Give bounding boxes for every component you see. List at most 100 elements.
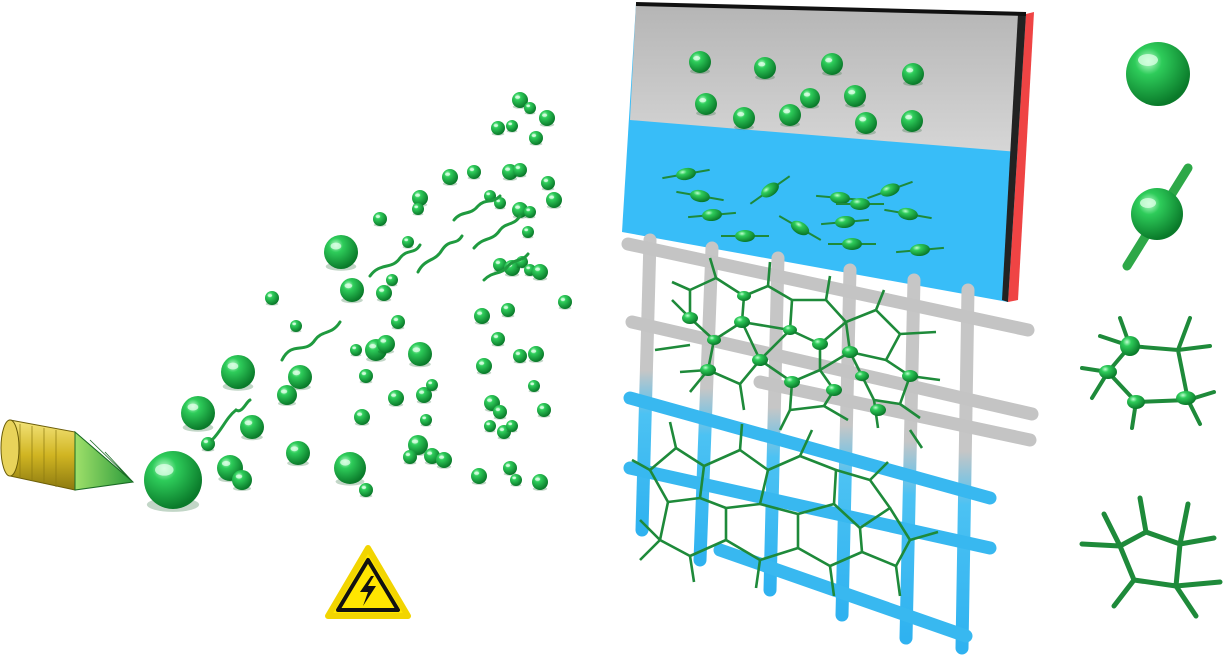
spray-particle — [493, 405, 507, 420]
spray-particle — [181, 396, 215, 432]
spray-particle — [277, 385, 297, 406]
network-node — [784, 376, 800, 388]
network-node — [737, 291, 751, 301]
collector-plate — [622, 2, 1034, 302]
network-node — [783, 325, 797, 335]
spray-particle — [290, 320, 302, 333]
spray-particle — [373, 212, 387, 227]
collector-particle — [855, 112, 877, 136]
network-segment — [797, 527, 864, 568]
network-node — [707, 335, 721, 345]
network-node — [812, 338, 828, 350]
rod-particle — [749, 175, 791, 205]
spray-particle — [558, 295, 572, 310]
rod-particle — [688, 208, 736, 222]
spray-particle — [324, 235, 358, 271]
rod-particle — [836, 198, 884, 210]
spray-particle — [524, 102, 536, 115]
spray-particle — [412, 203, 424, 216]
collector-particle — [821, 53, 843, 77]
network-segment — [639, 519, 902, 597]
network-node — [752, 354, 768, 366]
collector-particle — [695, 93, 717, 117]
spray-particle — [354, 409, 370, 426]
legend-small-network — [1080, 316, 1216, 430]
spray-particle — [513, 163, 527, 178]
network-segment — [654, 299, 924, 449]
collector-particle — [800, 88, 820, 109]
collector-particle — [779, 104, 801, 128]
network-segment — [789, 298, 848, 346]
spray-particle — [334, 452, 366, 486]
spray-particle — [436, 452, 452, 469]
rod-particle — [821, 215, 869, 229]
rod-particle — [662, 167, 710, 181]
network-node — [902, 370, 918, 382]
spray-particle — [546, 192, 562, 209]
legend-rod-particle — [1122, 163, 1193, 271]
spray-particle — [528, 346, 544, 363]
collector-particle — [901, 110, 923, 134]
rod-particle — [676, 189, 724, 203]
spray-particle — [539, 110, 555, 127]
network-segment — [861, 507, 912, 568]
network-node — [855, 371, 869, 381]
network-node — [682, 312, 698, 324]
spray-particle — [522, 226, 534, 239]
spray-particle — [240, 415, 264, 441]
spray-particle — [532, 264, 548, 281]
jet-particle-spray — [144, 92, 572, 512]
spray-particle — [501, 303, 515, 318]
spray-particle — [420, 414, 432, 427]
spray-particle — [513, 349, 527, 364]
spray-particle — [512, 92, 528, 109]
spray-particle — [388, 390, 404, 407]
spray-particle — [402, 236, 414, 249]
spray-particle — [532, 474, 548, 491]
spray-particle — [408, 342, 432, 368]
spray-particle — [403, 450, 417, 465]
spray-particle — [484, 420, 496, 433]
collector-particle — [844, 85, 866, 109]
grid-mesh — [621, 233, 1039, 655]
spray-particle — [340, 278, 364, 304]
legend-large-network — [1079, 495, 1223, 619]
network-segment — [699, 448, 770, 510]
spinneret-nozzle — [0, 419, 135, 491]
spray-particle — [491, 332, 505, 347]
network-segment — [759, 329, 822, 384]
spray-particle — [529, 131, 543, 146]
spray-particle — [426, 379, 438, 392]
network-segment — [759, 454, 838, 516]
spray-particle — [537, 403, 551, 418]
collector-particle — [689, 51, 711, 75]
spray-particle — [467, 165, 481, 180]
spray-particle — [359, 369, 373, 384]
network-segment — [688, 369, 921, 422]
spray-particle — [442, 169, 458, 186]
spray-particle — [376, 285, 392, 302]
rod-particle — [721, 230, 769, 242]
network-segment — [725, 514, 800, 562]
rod-particle — [884, 207, 932, 221]
jet-fibers — [210, 194, 530, 442]
spray-particle — [506, 120, 518, 133]
spray-particle — [350, 344, 362, 357]
network-segment — [631, 421, 939, 561]
legend-sphere-particle — [1126, 42, 1190, 106]
spray-particle — [471, 468, 487, 485]
collector-particle — [733, 107, 755, 131]
rod-particle — [867, 180, 913, 200]
spray-particle — [506, 420, 518, 433]
spray-particle — [476, 358, 492, 375]
spray-particle — [265, 291, 279, 306]
spray-particle — [524, 206, 536, 219]
spray-particle — [359, 483, 373, 498]
rod-particle — [828, 238, 876, 250]
network-node — [700, 364, 716, 376]
spray-particle — [286, 441, 310, 467]
spray-particle — [144, 451, 202, 512]
collector-particle — [902, 63, 924, 87]
spray-particle — [528, 380, 540, 393]
spray-particle — [510, 474, 522, 487]
